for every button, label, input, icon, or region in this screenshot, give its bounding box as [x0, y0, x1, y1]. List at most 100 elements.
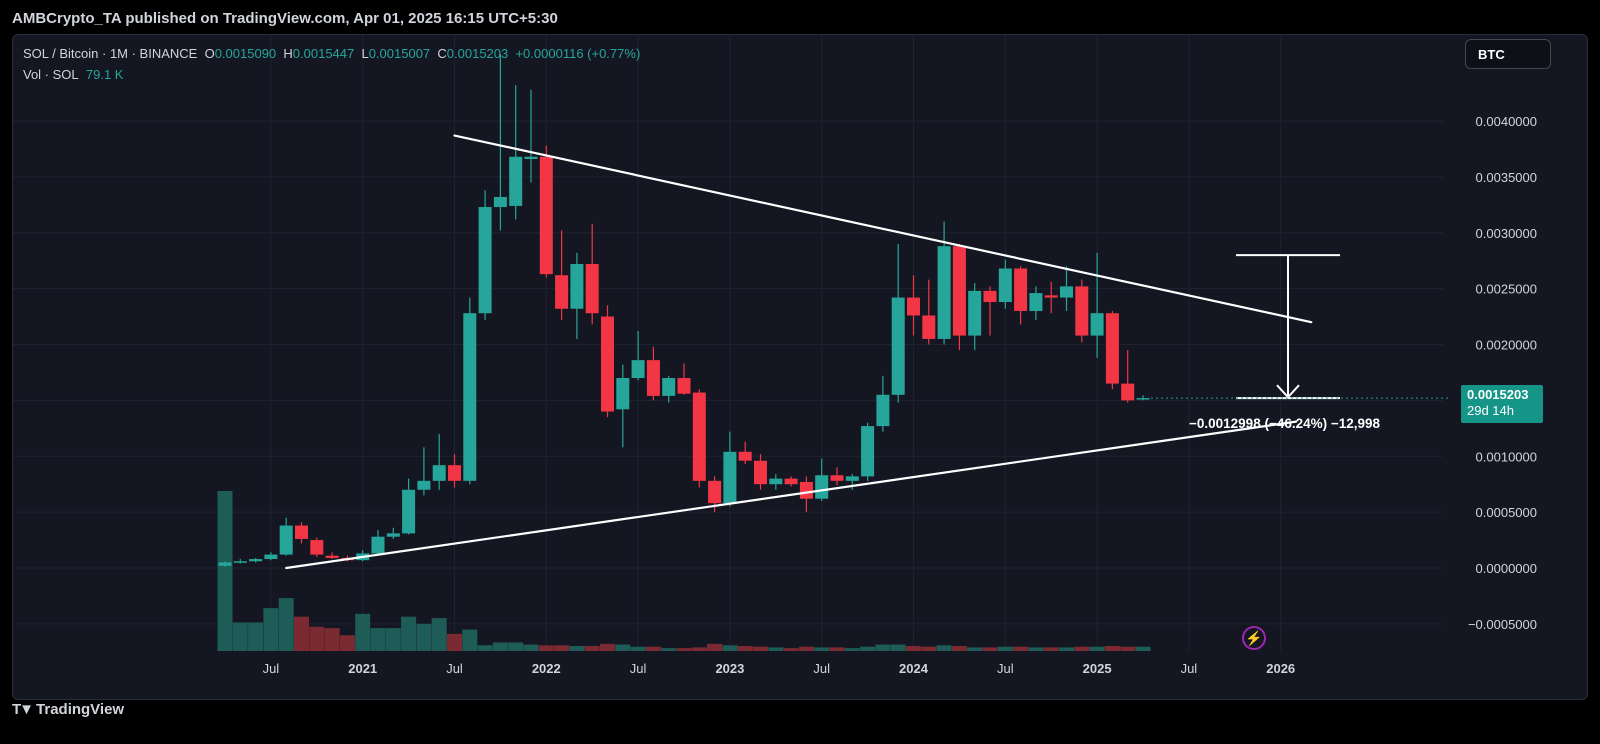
volume-bar: [1135, 646, 1151, 651]
y-tick-label: 0.0030000: [1476, 226, 1537, 241]
volume-bar: [263, 608, 279, 651]
volume-bar: [921, 646, 937, 651]
volume-bar: [967, 647, 983, 651]
y-tick-label: 0.0025000: [1476, 282, 1537, 297]
candle-body: [616, 378, 630, 410]
candle-body: [295, 525, 308, 539]
volume-value: 79.1 K: [85, 67, 124, 82]
open-label: O: [204, 46, 215, 61]
x-tick-label: 2025: [1083, 661, 1112, 676]
volume-label[interactable]: Vol · SOL: [23, 67, 79, 82]
symbol-title[interactable]: SOL / Bitcoin · 1M · BINANCE: [23, 46, 198, 61]
candle-body: [815, 475, 829, 499]
tradingview-logo-icon: T▼: [12, 700, 34, 718]
candle-body: [1014, 268, 1028, 311]
change-value: +0.0000116 (+0.77%): [515, 46, 641, 61]
candle-body: [555, 275, 569, 309]
volume-bar: [569, 646, 585, 651]
low-label: L: [361, 46, 369, 61]
volume-bar: [829, 647, 845, 651]
publish-header: AMBCrypto_TA published on TradingView.co…: [12, 10, 558, 27]
volume-bar: [554, 645, 570, 651]
volume-bar: [385, 628, 401, 651]
volume-bar: [278, 598, 294, 651]
high-label: H: [283, 46, 293, 61]
candle-body: [371, 536, 385, 554]
candle-body: [1136, 398, 1150, 400]
volume-bar: [676, 648, 692, 651]
x-tick-label: 2024: [899, 661, 929, 676]
candle-body: [279, 525, 293, 555]
candle-body: [432, 465, 446, 481]
volume-bar: [860, 646, 876, 651]
volume-bar: [661, 648, 677, 651]
volume-bar: [844, 648, 860, 651]
candle-body: [922, 315, 936, 339]
volume-bar: [324, 628, 340, 651]
last-price-value: 0.0015203: [1467, 387, 1529, 402]
volume-bar: [523, 644, 539, 651]
volume-bar: [630, 646, 646, 651]
candle-body: [524, 156, 538, 159]
ascending-support-trendline: [285, 420, 1298, 570]
candle-body: [998, 268, 1012, 303]
x-tick-label: Jul: [263, 661, 280, 676]
candle-body: [708, 480, 722, 504]
x-tick-label: Jul: [997, 661, 1014, 676]
volume-bar: [309, 626, 325, 651]
x-tick-label: 2023: [715, 661, 744, 676]
volume-bar: [783, 648, 799, 651]
volume-bar: [447, 633, 462, 651]
volume-bar: [890, 644, 906, 651]
volume-bar: [875, 644, 891, 651]
volume-bar: [982, 647, 998, 651]
volume-bar: [997, 646, 1013, 651]
candle-body: [769, 478, 783, 485]
candle-body: [1075, 286, 1089, 336]
y-tick-label: −0.0005000: [1468, 617, 1537, 632]
volume-bar: [217, 491, 233, 651]
candle-body: [1029, 293, 1043, 311]
volume-bar: [416, 623, 432, 651]
volume-bar: [477, 645, 493, 651]
x-tick-label: Jul: [1181, 661, 1198, 676]
candle-body: [402, 489, 416, 534]
candle-body: [264, 554, 278, 560]
price-chart[interactable]: Jul 2021 Jul 2022 Jul 2023 Jul 2024 Jul 2025 Jul 20…: [13, 35, 1588, 700]
volume-bar: [768, 647, 784, 651]
close-label: C: [437, 46, 447, 61]
volume-bar: [814, 647, 830, 651]
volume-bar: [600, 643, 615, 651]
volume-bar: [339, 635, 355, 651]
volume-bar: [401, 616, 417, 651]
volume-bar: [798, 646, 814, 651]
volume-bar: [1043, 647, 1059, 651]
candle-body: [448, 465, 461, 481]
high-value: 0.0015447: [292, 46, 355, 61]
volume-bar: [936, 645, 952, 651]
y-tick-label: 0.0000000: [1476, 561, 1537, 576]
volume-bar: [508, 642, 524, 651]
candle-body: [937, 246, 951, 339]
candle-body: [968, 290, 982, 336]
y-tick-label: 0.0010000: [1476, 449, 1537, 464]
close-value: 0.0015203: [446, 46, 509, 61]
footer-brand[interactable]: T▼ TradingView: [12, 700, 124, 718]
candle-body: [983, 290, 997, 303]
chart-panel[interactable]: Jul 2021 Jul 2022 Jul 2023 Jul 2024 Jul 2025 Jul 20…: [12, 34, 1588, 700]
x-tick-label: Jul: [813, 661, 830, 676]
candle-body: [692, 392, 706, 481]
currency-button[interactable]: BTC: [1465, 39, 1551, 69]
low-value: 0.0015007: [368, 46, 431, 61]
candle-body: [463, 313, 477, 481]
volume-bar: [370, 628, 386, 651]
volume-bar: [1028, 647, 1044, 651]
volume-bar: [753, 646, 768, 651]
candle-body: [478, 207, 492, 314]
candle-body: [646, 360, 660, 396]
candle-body: [539, 156, 553, 275]
candle-body: [310, 540, 324, 555]
candle-body: [233, 561, 247, 563]
lightning-icon[interactable]: ⚡: [1242, 626, 1266, 650]
candle-body: [570, 264, 584, 309]
